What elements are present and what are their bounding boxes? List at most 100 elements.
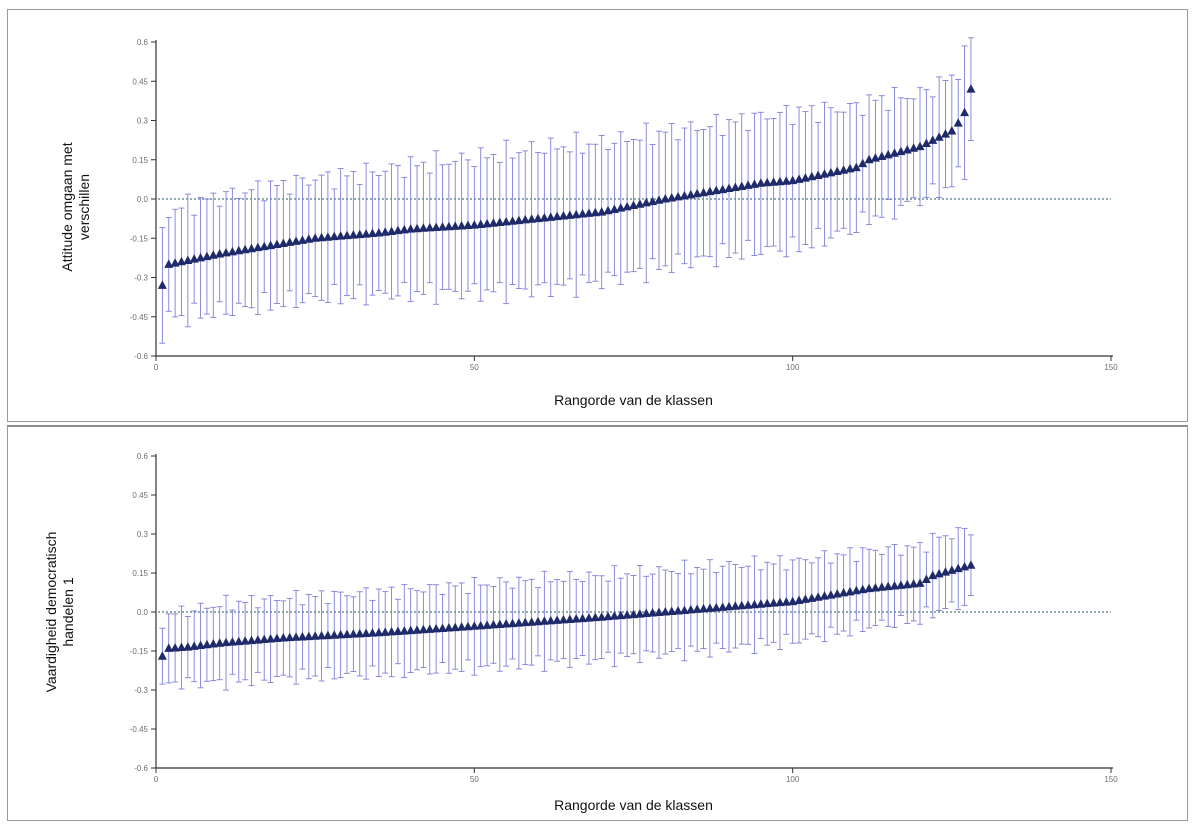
data-point xyxy=(699,603,709,613)
data-point xyxy=(488,619,498,629)
data-point xyxy=(501,619,511,628)
data-point xyxy=(756,599,766,608)
data-point xyxy=(323,232,333,241)
data-point xyxy=(558,614,568,624)
data-point xyxy=(928,570,938,580)
y-tick-label: -0.15 xyxy=(130,234,149,243)
data-point xyxy=(699,187,709,197)
x-tick-label: 0 xyxy=(154,775,159,784)
data-point xyxy=(450,622,460,632)
data-point xyxy=(883,581,893,591)
data-point xyxy=(533,213,543,223)
data-point xyxy=(183,642,193,651)
data-point xyxy=(648,608,658,617)
data-point xyxy=(266,240,276,250)
x-tick-label: 150 xyxy=(1104,775,1118,784)
data-point xyxy=(565,614,575,623)
data-point xyxy=(508,216,518,225)
data-point xyxy=(406,625,416,635)
chart-attitude-omgaan-met-verschillen: -0.6 -0.45 -0.3 -0.15 0.0 0.15 0.3 0.45 0.6 0 50 10… xyxy=(59,37,1118,408)
data-point xyxy=(947,565,957,574)
data-point xyxy=(769,598,779,607)
data-point xyxy=(240,636,250,645)
data-point xyxy=(578,613,588,623)
data-point xyxy=(743,600,753,609)
data-point xyxy=(291,236,301,245)
y-axis-label-line: verschillen xyxy=(76,174,92,240)
data-point xyxy=(329,630,339,639)
data-point xyxy=(291,632,301,641)
data-point xyxy=(234,636,244,646)
data-point xyxy=(501,216,511,226)
data-point xyxy=(278,633,288,642)
data-point xyxy=(597,612,607,621)
chart-vaardigheid-democratisch-handelen: -0.6 -0.45 -0.3 -0.15 0.0 0.15 0.3 0.45 0.6 0 50 10… xyxy=(43,452,1118,813)
data-point xyxy=(527,214,537,223)
data-point xyxy=(705,603,715,612)
data-point xyxy=(520,214,530,224)
data-point xyxy=(877,151,887,160)
data-point xyxy=(845,586,855,596)
data-point xyxy=(820,169,829,178)
data-point xyxy=(425,624,435,633)
data-point xyxy=(221,637,231,647)
data-point xyxy=(253,242,263,252)
x-tick-label: 150 xyxy=(1104,363,1118,372)
data-point xyxy=(189,641,199,650)
y-tick-label: -0.45 xyxy=(130,725,149,734)
data-point xyxy=(418,624,428,634)
data-point xyxy=(896,146,906,156)
y-axis-label: Vaardigheid democratischhandelen 1 xyxy=(43,532,76,693)
data-point xyxy=(839,587,849,597)
data-point xyxy=(457,220,467,230)
y-axis-label-line: Attitude omgaan met xyxy=(59,142,75,271)
data-point xyxy=(304,234,314,243)
x-tick-label: 0 xyxy=(154,363,159,372)
data-point xyxy=(336,629,346,639)
data-point xyxy=(495,619,505,628)
data-point xyxy=(622,610,632,619)
data-point xyxy=(215,248,225,258)
data-point xyxy=(272,633,282,643)
data-point xyxy=(329,231,339,241)
data-point xyxy=(476,219,486,229)
y-tick-label: 0.45 xyxy=(132,77,148,86)
data-point xyxy=(348,629,358,638)
data-point xyxy=(438,222,447,231)
data-point xyxy=(170,258,180,267)
data-point xyxy=(940,567,950,576)
x-tick-label: 50 xyxy=(470,775,479,784)
data-point xyxy=(157,651,167,660)
data-point xyxy=(667,606,677,615)
data-point xyxy=(794,595,804,605)
data-point xyxy=(418,223,428,232)
data-point xyxy=(737,181,747,190)
data-point xyxy=(514,215,524,225)
x-axis-label: Rangorde van de klassen xyxy=(554,392,713,408)
data-point xyxy=(940,129,950,138)
y-tick-label: 0.6 xyxy=(137,38,149,47)
data-point xyxy=(176,256,186,266)
data-point xyxy=(686,189,696,199)
y-axis-label-line: Vaardigheid democratisch xyxy=(43,532,59,693)
y-tick-label: 0.15 xyxy=(132,156,148,165)
data-point xyxy=(603,205,613,215)
data-point xyxy=(317,630,327,640)
data-point xyxy=(934,132,944,141)
data-point xyxy=(673,191,683,201)
data-point xyxy=(800,594,810,603)
data-point xyxy=(826,590,836,599)
data-point xyxy=(361,628,371,637)
data-point xyxy=(571,209,581,219)
data-point xyxy=(482,620,492,629)
data-point xyxy=(176,642,186,652)
data-point xyxy=(775,597,785,607)
data-point xyxy=(864,154,874,164)
data-point xyxy=(227,637,237,646)
data-point xyxy=(463,220,473,230)
data-point xyxy=(278,238,288,247)
data-point xyxy=(399,224,409,234)
data-point xyxy=(609,204,619,213)
y-tick-label: -0.45 xyxy=(130,313,149,322)
